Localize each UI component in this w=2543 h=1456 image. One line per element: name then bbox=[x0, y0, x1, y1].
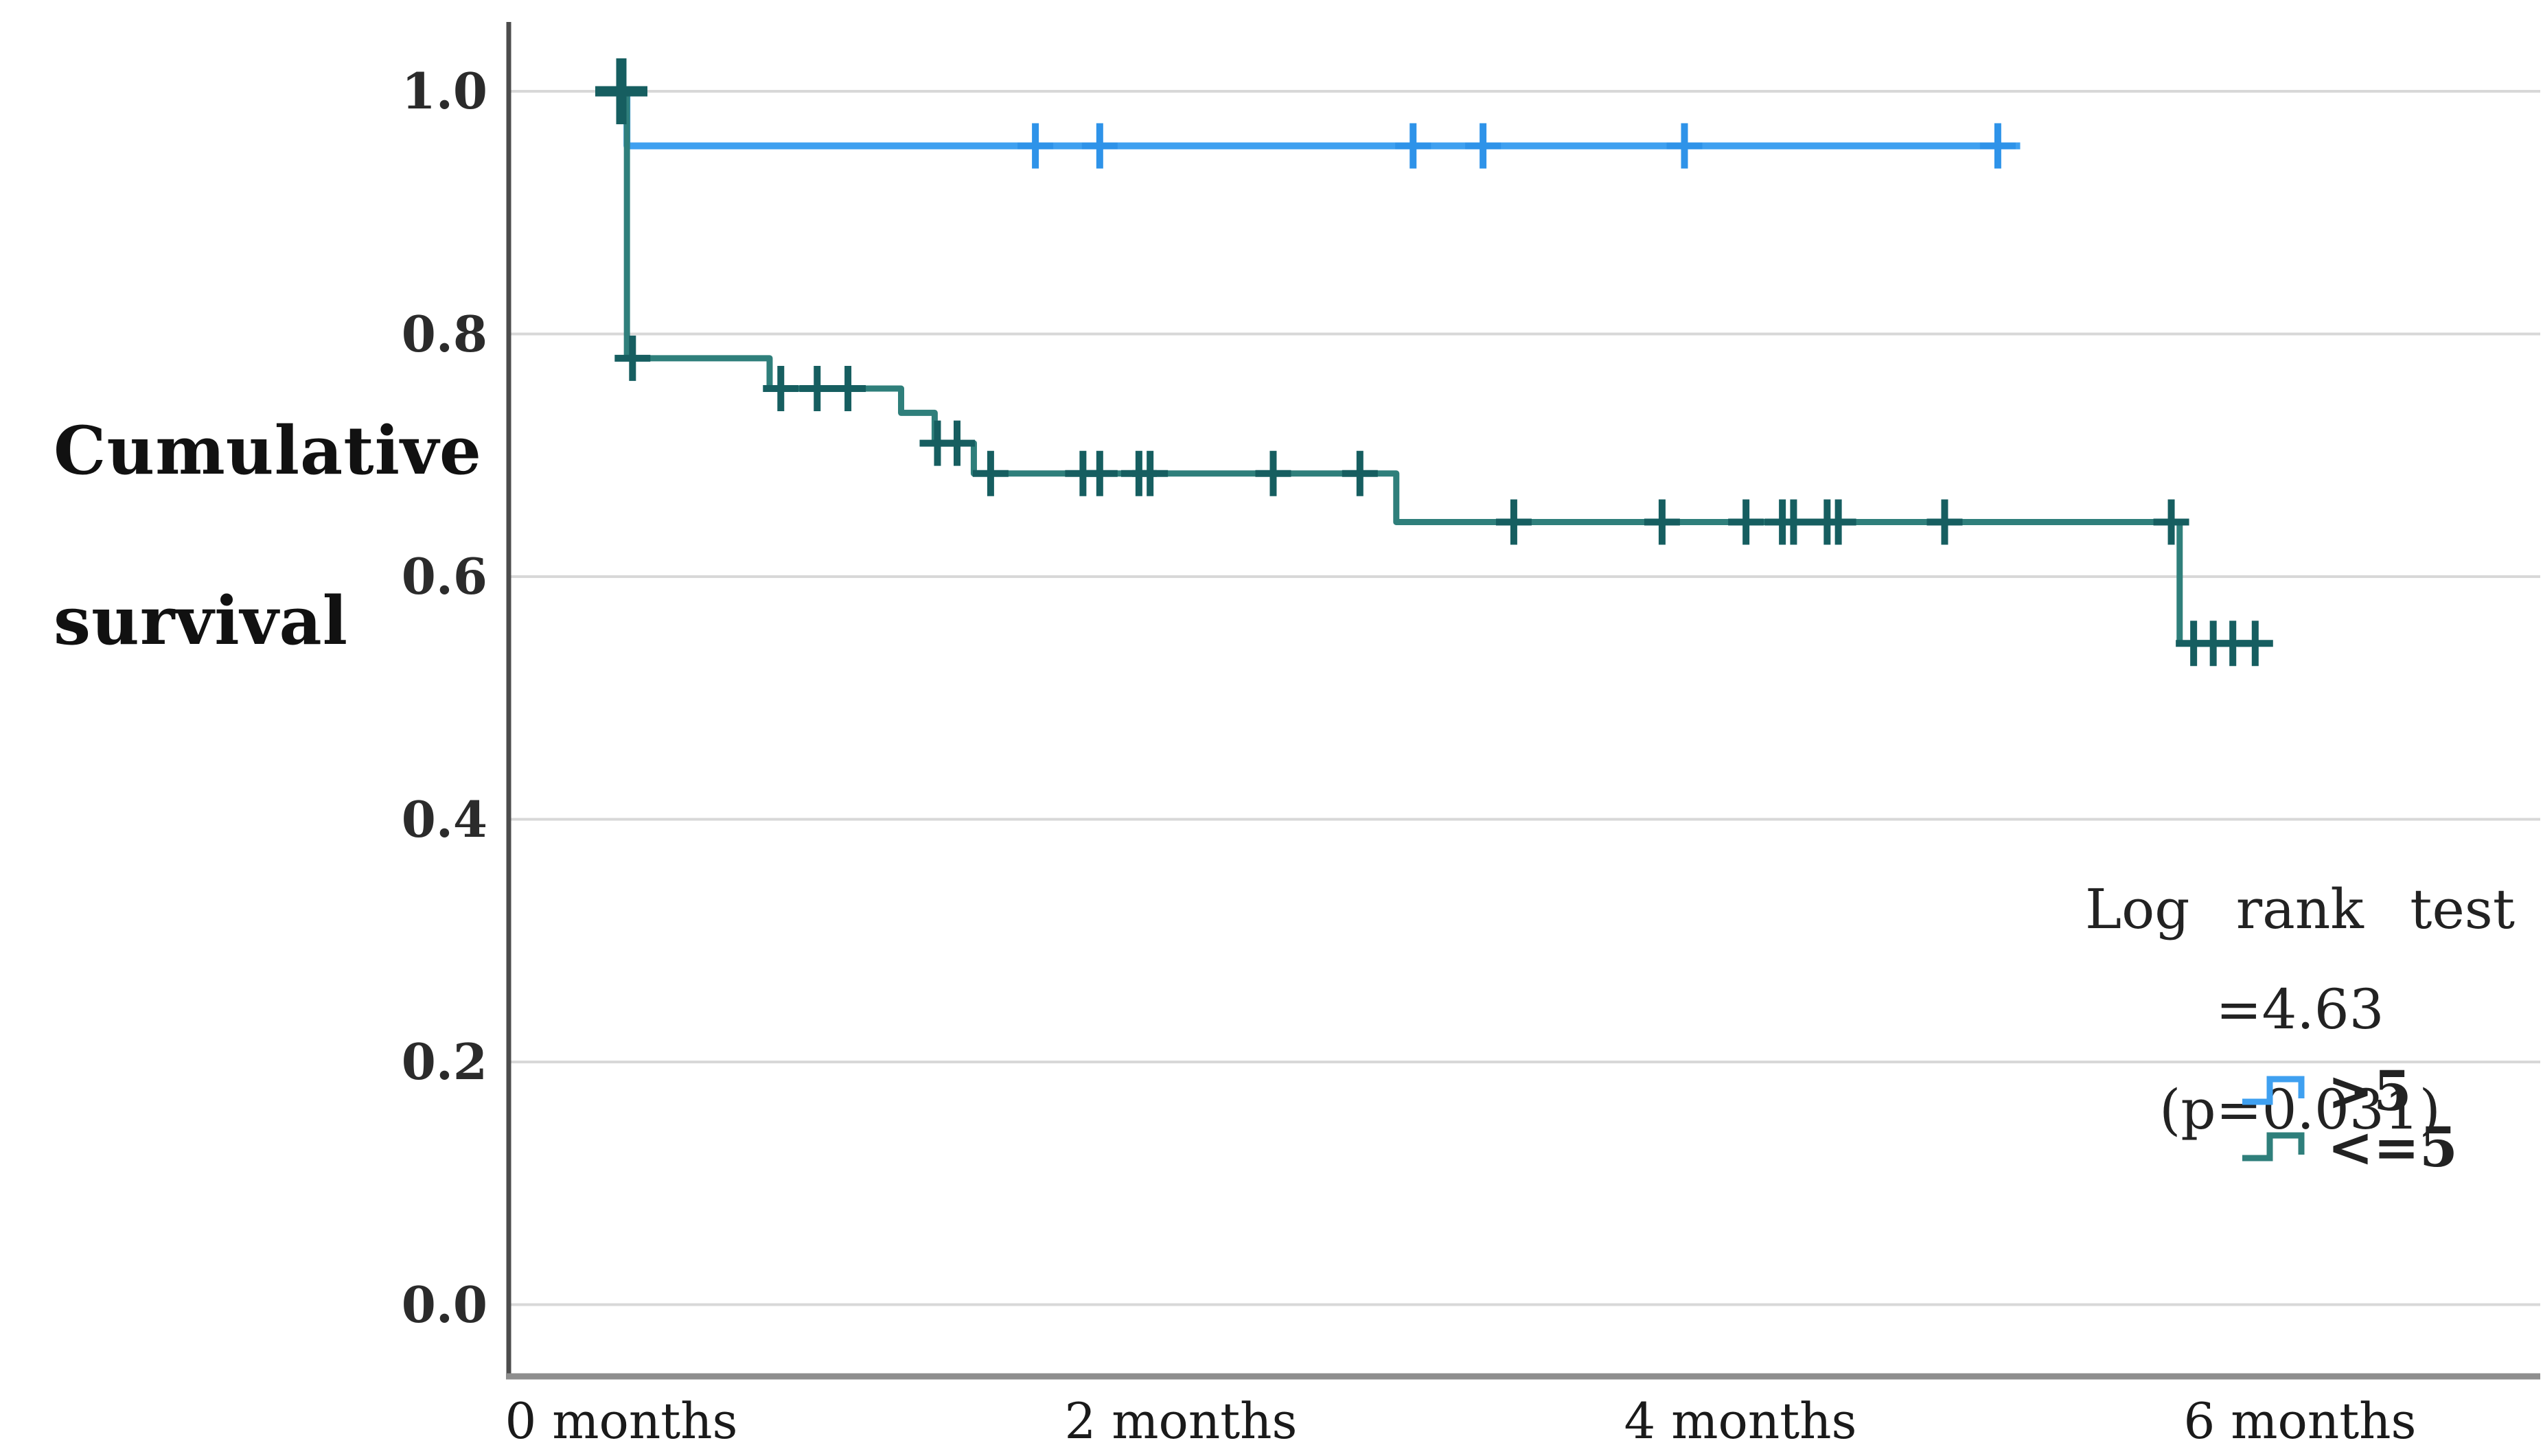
x-tick-label: 2 months bbox=[1064, 1392, 1298, 1450]
censor-mark bbox=[799, 366, 836, 412]
censor-mark bbox=[1081, 450, 1118, 496]
censor-mark bbox=[1342, 450, 1378, 496]
censor-mark bbox=[1465, 123, 1501, 169]
censor-mark bbox=[2153, 499, 2189, 545]
km-curve-gt5 bbox=[621, 88, 2021, 150]
x-tick-label: 4 months bbox=[1624, 1392, 1857, 1450]
censor-mark bbox=[763, 366, 799, 412]
censor-mark bbox=[830, 366, 866, 412]
y-tick-label: 0.8 bbox=[401, 304, 487, 363]
censor-mark bbox=[1775, 499, 1812, 545]
censor-mark bbox=[1395, 123, 1431, 169]
censor-mark bbox=[972, 450, 1009, 496]
censor-mark bbox=[1017, 123, 1054, 169]
legend-label-gt5: >5 bbox=[2327, 1059, 2412, 1123]
x-tick-label: 6 months bbox=[2183, 1392, 2417, 1450]
x-tick-label: 0 months bbox=[505, 1392, 738, 1450]
y-tick-label: 0.4 bbox=[401, 789, 487, 848]
y-axis-title-line-1: Cumulative bbox=[54, 412, 482, 489]
y-tick-label: 0.0 bbox=[401, 1275, 487, 1334]
censor-mark bbox=[1495, 499, 1532, 545]
censor-mark bbox=[1926, 499, 1963, 545]
y-tick-label: 1.0 bbox=[401, 62, 487, 120]
y-tick-label: 0.6 bbox=[401, 547, 487, 605]
censor-mark bbox=[939, 420, 975, 466]
censor-mark bbox=[2237, 621, 2273, 667]
legend-row-gt5: >5 bbox=[2238, 1063, 2458, 1119]
log-rank-annotation-line-1: Log rank test bbox=[2085, 877, 2515, 941]
legend-label-le5: <=5 bbox=[2327, 1115, 2458, 1179]
y-tick-label: 0.2 bbox=[401, 1032, 487, 1091]
km-curve-le5 bbox=[621, 88, 2272, 647]
censor-mark bbox=[1820, 499, 1856, 545]
censor-mark bbox=[1666, 123, 1703, 169]
censor-mark bbox=[1255, 450, 1291, 496]
censor-mark bbox=[1644, 499, 1680, 545]
legend-step-glyph-le5 bbox=[2242, 1132, 2305, 1162]
censor-mark bbox=[1081, 123, 1118, 169]
legend: >5 <=5 bbox=[2238, 1063, 2458, 1175]
censor-mark bbox=[1132, 450, 1169, 496]
censor-mark bbox=[595, 58, 647, 124]
legend-step-glyph-gt5 bbox=[2242, 1076, 2305, 1105]
legend-row-le5: <=5 bbox=[2238, 1119, 2458, 1175]
y-axis-title-line-2: survival bbox=[54, 582, 349, 660]
censor-mark bbox=[1979, 123, 2016, 169]
censor-mark bbox=[1728, 499, 1764, 545]
censor-mark bbox=[614, 335, 651, 381]
